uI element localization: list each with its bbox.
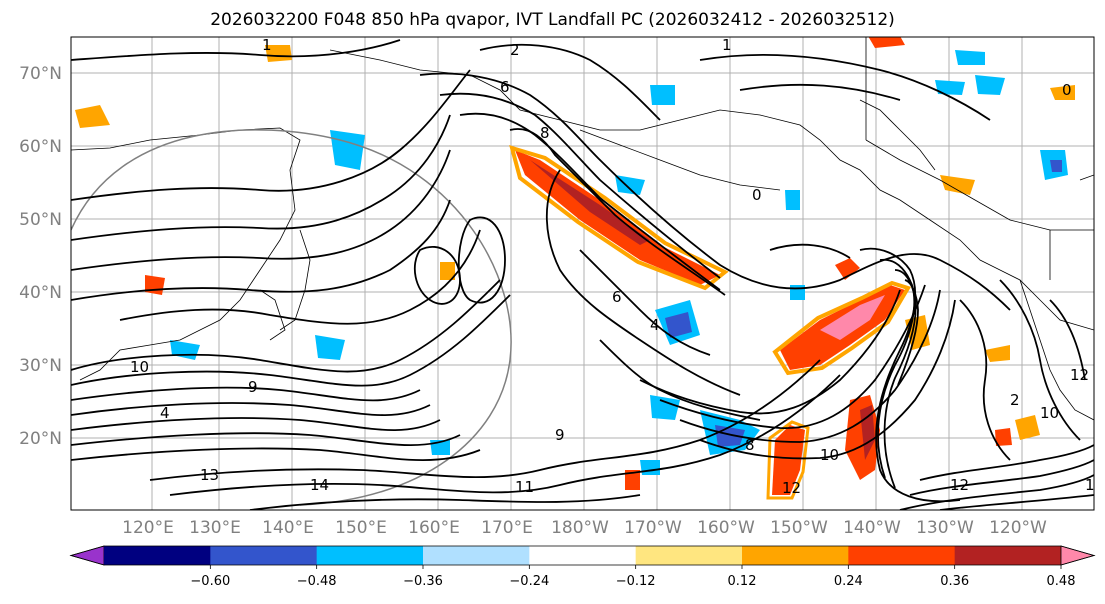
lat-label: 40°N — [19, 283, 62, 303]
colorbar-tick-label: −0.24 — [509, 574, 549, 589]
colorbar-tick-label: 0.36 — [940, 574, 969, 589]
contour-label: 8 — [745, 436, 755, 454]
lat-label: 50°N — [19, 210, 62, 230]
lon-label: 170°E — [481, 518, 533, 538]
lon-label: 170°W — [624, 518, 682, 538]
lon-label: 130°W — [916, 518, 974, 538]
contour-label: 11 — [515, 478, 534, 496]
contour-label: 14 — [310, 476, 329, 494]
longitude-labels: 120°E 130°E 140°E 150°E 160°E 170°E 180°W 170°W… — [122, 518, 1047, 538]
latitude-labels: 70°N 60°N 50°N 40°N 30°N 20°N — [19, 64, 62, 449]
map-frame — [70, 36, 1095, 511]
colorbar-swatch — [848, 546, 956, 565]
colorbar-tick-label: 0.12 — [728, 574, 757, 589]
colorbar-swatch — [635, 546, 743, 565]
contour-label: 2 — [510, 41, 520, 59]
colorbar-swatch — [104, 546, 211, 565]
contour-label: 11 — [1085, 476, 1104, 494]
contour-label: 13 — [200, 466, 219, 484]
colorbar-swatch — [954, 546, 1062, 565]
map-area — [71, 37, 1094, 510]
lon-label: 120°E — [122, 518, 174, 538]
colorbar-swatch — [423, 546, 530, 565]
colorbar-swatch — [316, 546, 424, 565]
colorbar-swatch — [742, 546, 849, 565]
contour-label: 10 — [130, 358, 149, 376]
contour-label: 4 — [650, 316, 660, 334]
lat-label: 30°N — [19, 356, 62, 376]
lon-label: 150°W — [770, 518, 828, 538]
lon-label: 120°W — [989, 518, 1047, 538]
lat-label: 20°N — [19, 429, 62, 449]
contour-label: 0 — [752, 186, 762, 204]
contour-label: 9 — [555, 426, 565, 444]
lon-label: 130°E — [189, 518, 241, 538]
lon-label: 150°E — [335, 518, 387, 538]
coastlines — [71, 37, 1094, 421]
contour-label: 1 — [722, 36, 732, 54]
colorbar-tick-label: −0.12 — [616, 574, 656, 589]
contour-label: 6 — [500, 78, 510, 96]
colorbar: −0.60 −0.48 −0.36 −0.24 −0.12 0.12 0.24 0.36 0.4… — [69, 545, 1096, 589]
contour-label: 6 — [612, 288, 622, 306]
colorbar-min-extend — [69, 545, 105, 566]
ivt-contours — [71, 39, 1094, 510]
lon-label: 140°E — [262, 518, 314, 538]
colorbar-tick-label: 0.48 — [1047, 574, 1076, 589]
colorbar-tick-label: −0.48 — [297, 574, 337, 589]
contour-label: 4 — [160, 404, 170, 422]
contour-label: 12 — [950, 476, 969, 494]
colorbar-tick-label: 0.24 — [834, 574, 863, 589]
contour-label: 12 — [782, 479, 801, 497]
colorbar-max-extend — [1060, 545, 1096, 566]
contour-label: 8 — [540, 124, 550, 142]
lon-label: 160°E — [408, 518, 460, 538]
lat-label: 70°N — [19, 64, 62, 84]
lon-label: 140°W — [843, 518, 901, 538]
contour-label: 0 — [1062, 81, 1072, 99]
colorbar-tick-label: −0.60 — [190, 574, 230, 589]
figure-title: 2026032200 F048 850 hPa qvapor, IVT Land… — [210, 10, 895, 30]
colorbar-swatch — [210, 546, 318, 565]
contour-label: 10 — [820, 446, 839, 464]
colorbar-swatch — [529, 546, 637, 565]
contour-label: 2 — [1010, 391, 1020, 409]
contour-label: 1 — [262, 36, 272, 54]
lon-label: 180°W — [551, 518, 609, 538]
lat-label: 60°N — [19, 137, 62, 157]
contour-label: 9 — [248, 378, 258, 396]
lon-label: 160°W — [697, 518, 755, 538]
contour-label: 10 — [1040, 404, 1059, 422]
colorbar-tick-label: −0.36 — [403, 574, 443, 589]
contour-label: 12 — [1070, 366, 1089, 384]
